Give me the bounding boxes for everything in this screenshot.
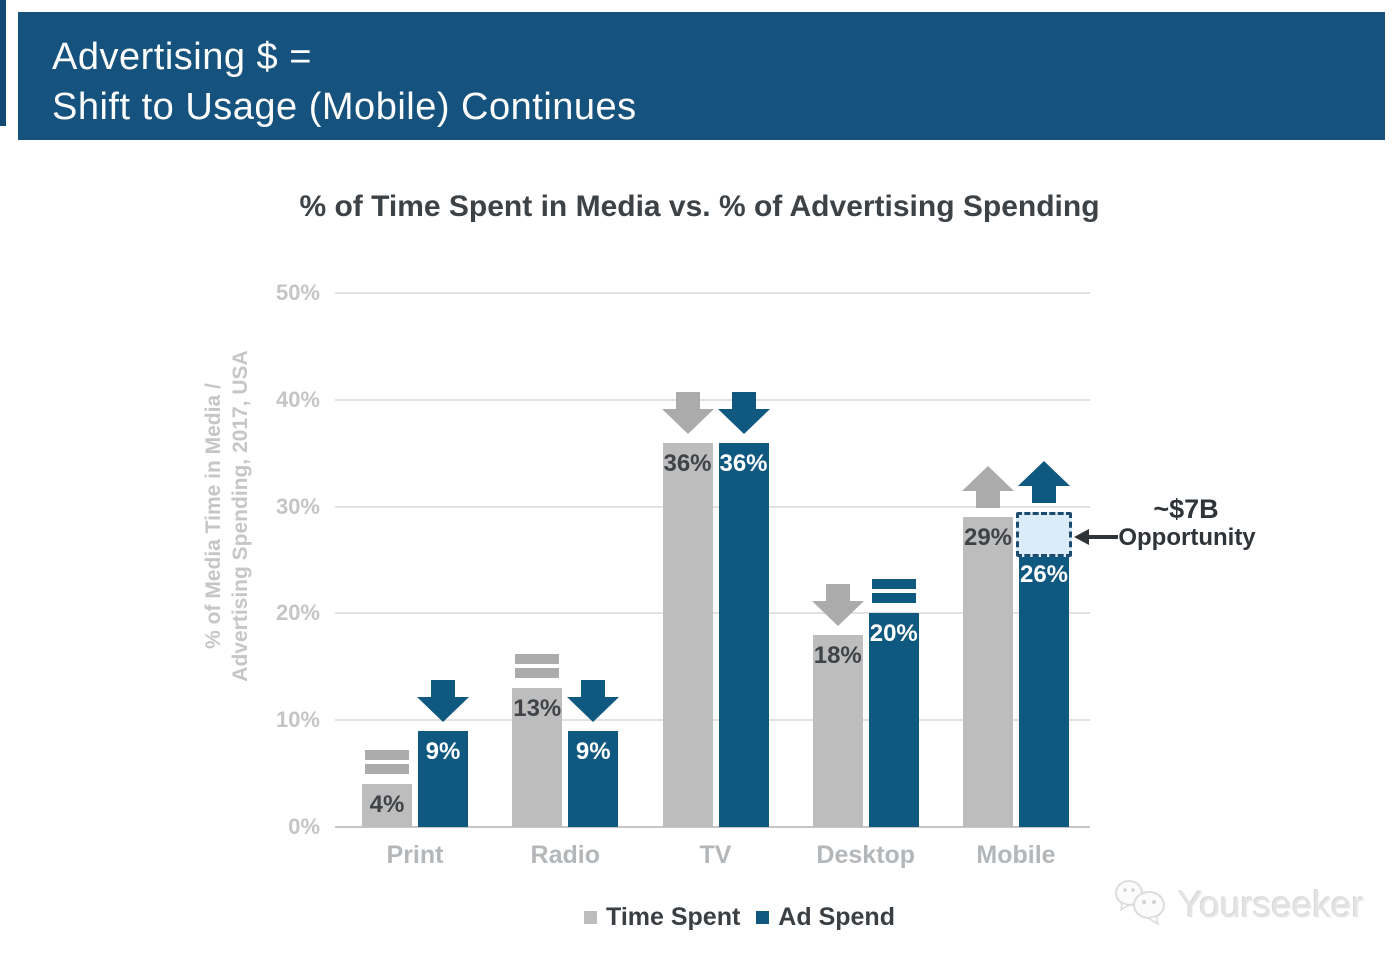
trend-down-icon bbox=[416, 679, 470, 722]
watermark-text: Yourseeker bbox=[1178, 883, 1364, 925]
bar bbox=[868, 613, 919, 827]
left-edge-stripe bbox=[0, 0, 6, 126]
bar bbox=[362, 784, 412, 827]
trend-down-icon bbox=[811, 583, 865, 626]
bar-value-label: 9% bbox=[425, 737, 461, 765]
y-tick-label: 30% bbox=[275, 493, 320, 519]
y-tick-label: 50% bbox=[275, 280, 320, 305]
bar bbox=[963, 517, 1013, 827]
trend-flat-icon bbox=[365, 749, 409, 775]
bar-value-label: 29% bbox=[963, 524, 1013, 552]
legend: Time Spent Ad Spend bbox=[584, 903, 895, 932]
y-tick-label: 10% bbox=[275, 707, 320, 733]
chat-bubbles-icon bbox=[1112, 876, 1170, 933]
bar bbox=[418, 730, 468, 827]
bar bbox=[662, 442, 713, 827]
bar-value-label: 26% bbox=[1019, 561, 1069, 589]
x-category-label: Print bbox=[386, 841, 444, 869]
opportunity-gap-box bbox=[1016, 512, 1072, 558]
bar-value-label: 20% bbox=[869, 620, 918, 648]
trend-flat-icon bbox=[871, 578, 916, 604]
x-category-label: TV bbox=[699, 841, 732, 869]
bar-value-label: 36% bbox=[719, 449, 768, 477]
legend-label-time-spent: Time Spent bbox=[606, 903, 741, 931]
bar bbox=[512, 688, 563, 827]
bar bbox=[1019, 549, 1069, 827]
bar bbox=[718, 442, 769, 827]
grid-line bbox=[335, 719, 1090, 722]
bar-value-label: 13% bbox=[513, 695, 562, 723]
slide-title-banner: Advertising $ = Shift to Usage (Mobile) … bbox=[18, 12, 1385, 140]
x-category-label: Mobile bbox=[976, 841, 1056, 869]
grid-line bbox=[335, 292, 1090, 294]
y-tick-label: 20% bbox=[275, 600, 320, 626]
time-spent-swatch-icon bbox=[584, 911, 597, 924]
legend-label-ad-spend: Ad Spend bbox=[778, 903, 895, 931]
slide-title-line1: Advertising $ = bbox=[52, 36, 312, 78]
trend-down-icon bbox=[717, 391, 771, 434]
legend-item-time-spent: Time Spent bbox=[584, 903, 740, 932]
grid-line bbox=[335, 612, 1090, 615]
y-tick-label: 0% bbox=[288, 814, 320, 839]
slide-title-line2: Shift to Usage (Mobile) Continues bbox=[52, 86, 637, 128]
opportunity-annotation-value: ~$7B bbox=[1153, 494, 1219, 524]
watermark: Yourseeker bbox=[1112, 876, 1364, 933]
trend-up-icon bbox=[1017, 461, 1071, 504]
legend-item-ad-spend: Ad Spend bbox=[756, 903, 895, 932]
bar-value-label: 9% bbox=[575, 737, 611, 765]
grid-line bbox=[335, 505, 1090, 508]
chart-title: % of Time Spent in Media vs. % of Advert… bbox=[299, 190, 1100, 223]
ad-spend-swatch-icon bbox=[756, 911, 770, 924]
bar bbox=[812, 634, 863, 827]
bar-value-label: 36% bbox=[663, 449, 712, 477]
trend-down-icon bbox=[661, 391, 715, 434]
bar-value-label: 18% bbox=[813, 641, 862, 669]
bar bbox=[568, 730, 619, 827]
grid-line bbox=[335, 398, 1090, 401]
trend-flat-icon bbox=[515, 653, 560, 679]
x-category-label: Radio bbox=[530, 841, 600, 869]
trend-down-icon bbox=[566, 679, 620, 722]
grid-line bbox=[335, 826, 1090, 828]
y-tick-label: 40% bbox=[275, 386, 320, 412]
x-category-label: Desktop bbox=[816, 841, 916, 869]
left-arrow-icon bbox=[1074, 527, 1118, 552]
opportunity-annotation-label: Opportunity bbox=[1118, 524, 1256, 551]
bar-value-label: 4% bbox=[369, 791, 405, 819]
trend-up-icon bbox=[961, 466, 1015, 509]
